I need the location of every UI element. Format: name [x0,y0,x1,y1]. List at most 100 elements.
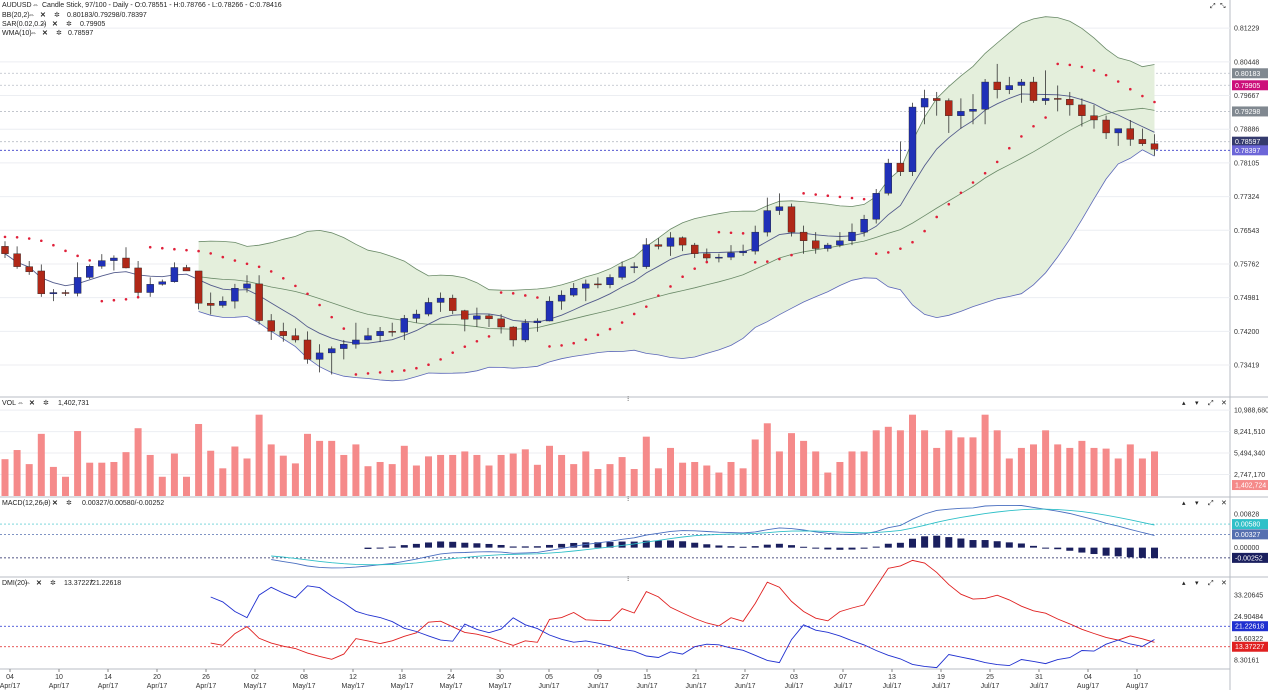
x-tick-month: Apr/17 [49,683,70,690]
close-icon[interactable]: ✕ [42,30,48,37]
x-tick-day: 20 [153,674,161,681]
volume-bar [727,461,735,496]
candle-body [400,318,408,333]
macd-histogram-bar [630,541,638,548]
link-icon[interactable]: ⇔ [24,580,31,587]
candle-body [279,331,287,336]
sar-dot [657,294,660,297]
volume-bar [437,454,445,496]
sar-dot [342,327,346,330]
volume-bar [884,426,892,496]
candle-body [945,100,953,116]
move-up-icon[interactable]: ▴ [1182,400,1186,407]
resize-handle-icon[interactable]: ⁝ [627,576,629,583]
resize-handle-icon[interactable]: ⁝ [627,496,629,503]
candle-body [570,288,578,296]
candle-body [340,344,348,349]
sar-dot [645,305,648,308]
volume-bar [364,466,372,496]
sar-dot [632,312,636,316]
macd-label: MACD(12,26,9) [2,500,51,507]
candle-body [436,297,445,303]
link-icon[interactable]: ⇔ [17,400,24,407]
expand-icon[interactable]: ⤢ [1210,3,1216,10]
sar-dot [814,193,817,196]
x-tick-month: Apr/17 [98,683,119,690]
sar-dot [209,252,212,255]
resize-handle-icon[interactable]: ⁝ [627,396,629,403]
sar-dot [620,321,624,324]
sar-dot [88,259,91,262]
candle-body [352,339,360,345]
candle-body [170,267,179,282]
gear-icon[interactable]: ✲ [56,29,62,37]
gear-icon[interactable]: ✲ [66,20,72,28]
x-tick-day: 25 [986,674,994,681]
close-icon[interactable]: ✕ [1221,500,1227,507]
volume-bar [667,447,674,496]
x-tick-month: May/17 [342,683,365,690]
move-up-icon[interactable]: ▴ [1182,500,1186,507]
maximize-icon[interactable]: ⤢ [1208,580,1214,587]
candle-body [521,322,529,341]
macd-histogram-bar [884,543,892,548]
candle-body [158,281,167,285]
gear-icon[interactable]: ✲ [66,499,72,507]
candle-body [666,237,675,247]
link-icon[interactable]: ⇔ [28,12,35,19]
vol-label: VOL [2,400,16,407]
candle-body [957,111,965,116]
x-tick-day: 04 [1084,674,1092,681]
move-down-icon[interactable]: ▾ [1195,500,1199,507]
link-icon[interactable]: ⇔ [40,21,47,28]
close-icon[interactable]: ✕ [40,12,46,19]
link-icon[interactable]: ⇔ [30,30,37,37]
macd-histogram-bar [1042,547,1050,549]
move-down-icon[interactable]: ▾ [1195,580,1199,587]
link-icon[interactable]: ⇔ [40,500,47,507]
volume-bar [570,464,578,496]
sar-dot [560,344,563,347]
close-icon[interactable]: ✕ [52,500,58,507]
move-up-icon[interactable]: ▴ [1182,580,1186,587]
volume-bar [800,440,808,496]
wma-value: 0.78597 [68,30,93,37]
move-down-icon[interactable]: ▾ [1195,400,1199,407]
close-icon[interactable]: ✕ [36,580,42,587]
sar-dot [173,247,176,251]
collapse-icon[interactable]: ⤡ [1220,3,1226,10]
macd-histogram-bar [1151,547,1158,559]
candle-body [618,266,626,278]
link-icon[interactable]: ⇔ [32,2,39,9]
volume-bar [1102,448,1110,496]
candle-body [751,231,759,252]
close-icon[interactable]: ✕ [1221,400,1227,407]
gear-icon[interactable]: ✲ [43,399,49,407]
candle-body [1005,85,1013,90]
price-axis-tag: 0.79298 [1235,109,1260,116]
x-tick-day: 10 [1133,674,1141,681]
volume-bar [340,454,348,496]
candle-body [896,162,905,172]
price-tick-label: 0.79667 [1234,93,1259,100]
dmi-panel: ⁝ 33.20645 24.90484 16.60322 8.30161 21.2261… [0,559,1268,669]
volume-bar [969,437,977,496]
macd-histogram-bar [945,537,953,548]
dmi-tick-label: 33.20645 [1234,592,1263,599]
close-icon[interactable]: ✕ [52,21,58,28]
gear-icon[interactable]: ✲ [50,579,56,587]
sar-dot [1056,62,1059,66]
volume-bar [1114,458,1122,496]
candle-body [678,237,687,246]
maximize-icon[interactable]: ⤢ [1208,400,1214,407]
candle-body [775,206,784,211]
macd-line [271,504,1155,569]
candle-body [594,283,602,286]
maximize-icon[interactable]: ⤢ [1208,500,1214,507]
close-icon[interactable]: ✕ [29,400,35,407]
close-icon[interactable]: ✕ [1221,580,1227,587]
volume-bar [134,428,142,496]
gear-icon[interactable]: ✲ [54,11,60,19]
volume-bar [751,439,759,496]
